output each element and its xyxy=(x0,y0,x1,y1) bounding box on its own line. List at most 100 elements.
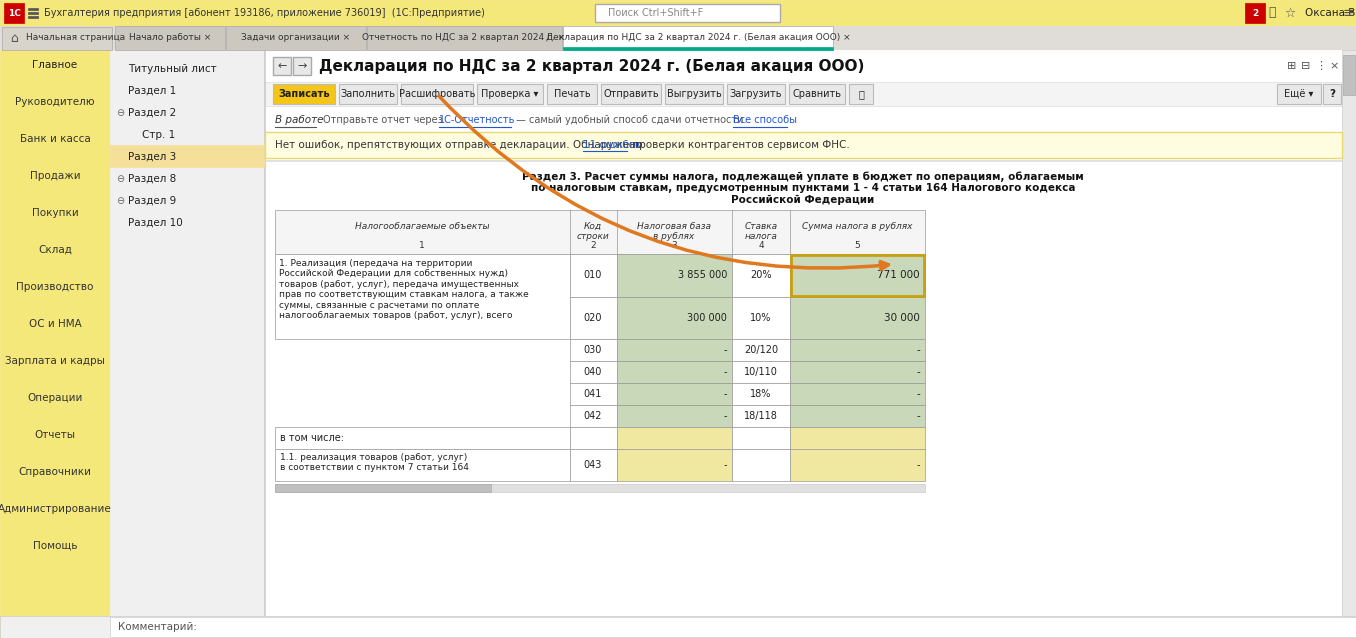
Bar xyxy=(732,254,791,297)
Text: -: - xyxy=(917,389,919,399)
Text: Заполнить: Заполнить xyxy=(340,89,396,99)
Bar xyxy=(0,26,1356,50)
Text: Загрузить: Загрузить xyxy=(730,89,782,99)
Text: Сумма налога в рублях: Сумма налога в рублях xyxy=(801,222,913,231)
Bar xyxy=(0,50,110,638)
Text: -: - xyxy=(724,367,727,377)
Bar xyxy=(732,297,791,339)
Bar xyxy=(1,27,113,50)
Text: Стр. 1: Стр. 1 xyxy=(142,130,175,140)
Bar xyxy=(570,297,617,339)
Bar xyxy=(264,50,1342,82)
Bar xyxy=(273,84,335,104)
Text: 11 ошибок: 11 ошибок xyxy=(583,140,641,150)
Text: Налоговая база
в рублях: Налоговая база в рублях xyxy=(637,222,711,241)
Bar xyxy=(264,132,1342,158)
Bar xyxy=(570,427,617,449)
Text: 18%: 18% xyxy=(750,389,772,399)
Bar xyxy=(1277,84,1321,104)
Bar xyxy=(727,84,785,104)
Bar xyxy=(1342,50,1356,616)
Text: Помощь: Помощь xyxy=(33,541,77,551)
Bar xyxy=(617,361,732,383)
Text: Раздел 3: Раздел 3 xyxy=(127,152,176,162)
Bar xyxy=(664,84,723,104)
Bar xyxy=(595,4,780,22)
Text: Нет ошибок, препятствующих отправке декларации. Обнаружено: Нет ошибок, препятствующих отправке декл… xyxy=(275,140,645,150)
Bar xyxy=(732,383,791,405)
Text: Российской Федерации: Российской Федерации xyxy=(731,195,875,205)
Text: ⊟: ⊟ xyxy=(1300,61,1310,71)
Bar xyxy=(791,361,925,383)
Bar xyxy=(115,26,225,50)
Text: 4: 4 xyxy=(758,242,763,251)
Bar xyxy=(110,617,1356,637)
Bar xyxy=(617,449,732,481)
Text: -: - xyxy=(724,389,727,399)
Bar xyxy=(563,47,833,50)
Bar xyxy=(789,84,845,104)
Bar xyxy=(563,26,833,50)
Text: Оксана В: Оксана В xyxy=(1304,8,1356,18)
Text: Операции: Операции xyxy=(27,393,83,403)
Bar xyxy=(732,449,791,481)
Text: Задачи организации ×: Задачи организации × xyxy=(241,34,351,43)
Text: 300 000: 300 000 xyxy=(687,313,727,323)
Bar xyxy=(293,57,311,75)
Bar xyxy=(28,16,38,18)
Text: Продажи: Продажи xyxy=(30,171,80,181)
Bar xyxy=(273,57,292,75)
Text: -: - xyxy=(724,411,727,421)
Bar xyxy=(264,50,1342,616)
Text: 1С: 1С xyxy=(8,8,20,17)
Text: →: → xyxy=(297,61,306,71)
Text: Декларация по НДС за 2 квартал 2024 г. (Белая акация ООО) ×: Декларация по НДС за 2 квартал 2024 г. (… xyxy=(545,34,850,43)
Bar xyxy=(1342,55,1355,95)
Text: Записать: Записать xyxy=(278,89,330,99)
Text: Сравнить: Сравнить xyxy=(792,89,842,99)
Bar xyxy=(732,405,791,427)
Text: Отчетность по НДС за 2 квартал 2024 г. ×: Отчетность по НДС за 2 квартал 2024 г. × xyxy=(362,34,565,43)
Text: В работе: В работе xyxy=(275,115,324,125)
Bar xyxy=(275,449,570,481)
Text: 042: 042 xyxy=(583,411,602,421)
Text: -: - xyxy=(724,345,727,355)
Bar xyxy=(791,449,925,481)
Text: ←: ← xyxy=(278,61,286,71)
Text: ОС и НМА: ОС и НМА xyxy=(28,319,81,329)
Bar xyxy=(732,361,791,383)
Bar xyxy=(1323,84,1341,104)
Text: ☆: ☆ xyxy=(1284,6,1295,20)
Text: Банк и касса: Банк и касса xyxy=(19,134,91,144)
Bar xyxy=(546,84,597,104)
Text: Отчеты: Отчеты xyxy=(34,430,76,440)
Bar xyxy=(275,484,925,492)
Bar xyxy=(617,383,732,405)
Bar xyxy=(275,427,570,449)
Text: ?: ? xyxy=(1329,89,1336,99)
Text: -: - xyxy=(917,345,919,355)
Bar xyxy=(339,84,397,104)
Text: Покупки: Покупки xyxy=(31,208,79,218)
Text: 2: 2 xyxy=(1252,8,1258,17)
Text: 20/120: 20/120 xyxy=(744,345,778,355)
Bar xyxy=(617,297,732,339)
Text: Налогооблагаемые объекты: Налогооблагаемые объекты xyxy=(355,222,490,231)
Bar xyxy=(791,255,923,296)
Text: ≡: ≡ xyxy=(1342,6,1353,20)
Text: Руководителю: Руководителю xyxy=(15,97,95,107)
Text: 3 855 000: 3 855 000 xyxy=(678,270,727,280)
Text: Комментарий:: Комментарий: xyxy=(118,622,197,632)
Text: Проверка ▾: Проверка ▾ xyxy=(481,89,538,99)
Bar xyxy=(401,84,473,104)
Bar xyxy=(110,50,264,616)
Text: Зарплата и кадры: Зарплата и кадры xyxy=(5,356,104,366)
Bar xyxy=(791,339,925,361)
Bar xyxy=(570,405,617,427)
Text: 020: 020 xyxy=(583,313,602,323)
Text: Поиск Ctrl+Shift+F: Поиск Ctrl+Shift+F xyxy=(607,8,704,18)
Bar xyxy=(617,427,732,449)
Text: 3: 3 xyxy=(671,242,677,251)
Bar xyxy=(570,383,617,405)
Text: Ещё ▾: Ещё ▾ xyxy=(1284,89,1314,99)
